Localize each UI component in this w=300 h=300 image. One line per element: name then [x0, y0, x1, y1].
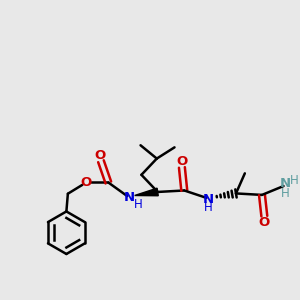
- Text: O: O: [81, 176, 92, 189]
- Text: H: H: [281, 187, 290, 200]
- Polygon shape: [135, 188, 158, 196]
- Text: N: N: [124, 191, 135, 204]
- Text: H: H: [134, 198, 142, 211]
- Text: O: O: [94, 149, 106, 162]
- Text: N: N: [202, 193, 214, 206]
- Text: N: N: [280, 177, 291, 190]
- Text: O: O: [259, 216, 270, 229]
- Text: H: H: [290, 174, 299, 187]
- Text: H: H: [204, 201, 213, 214]
- Text: O: O: [176, 155, 188, 168]
